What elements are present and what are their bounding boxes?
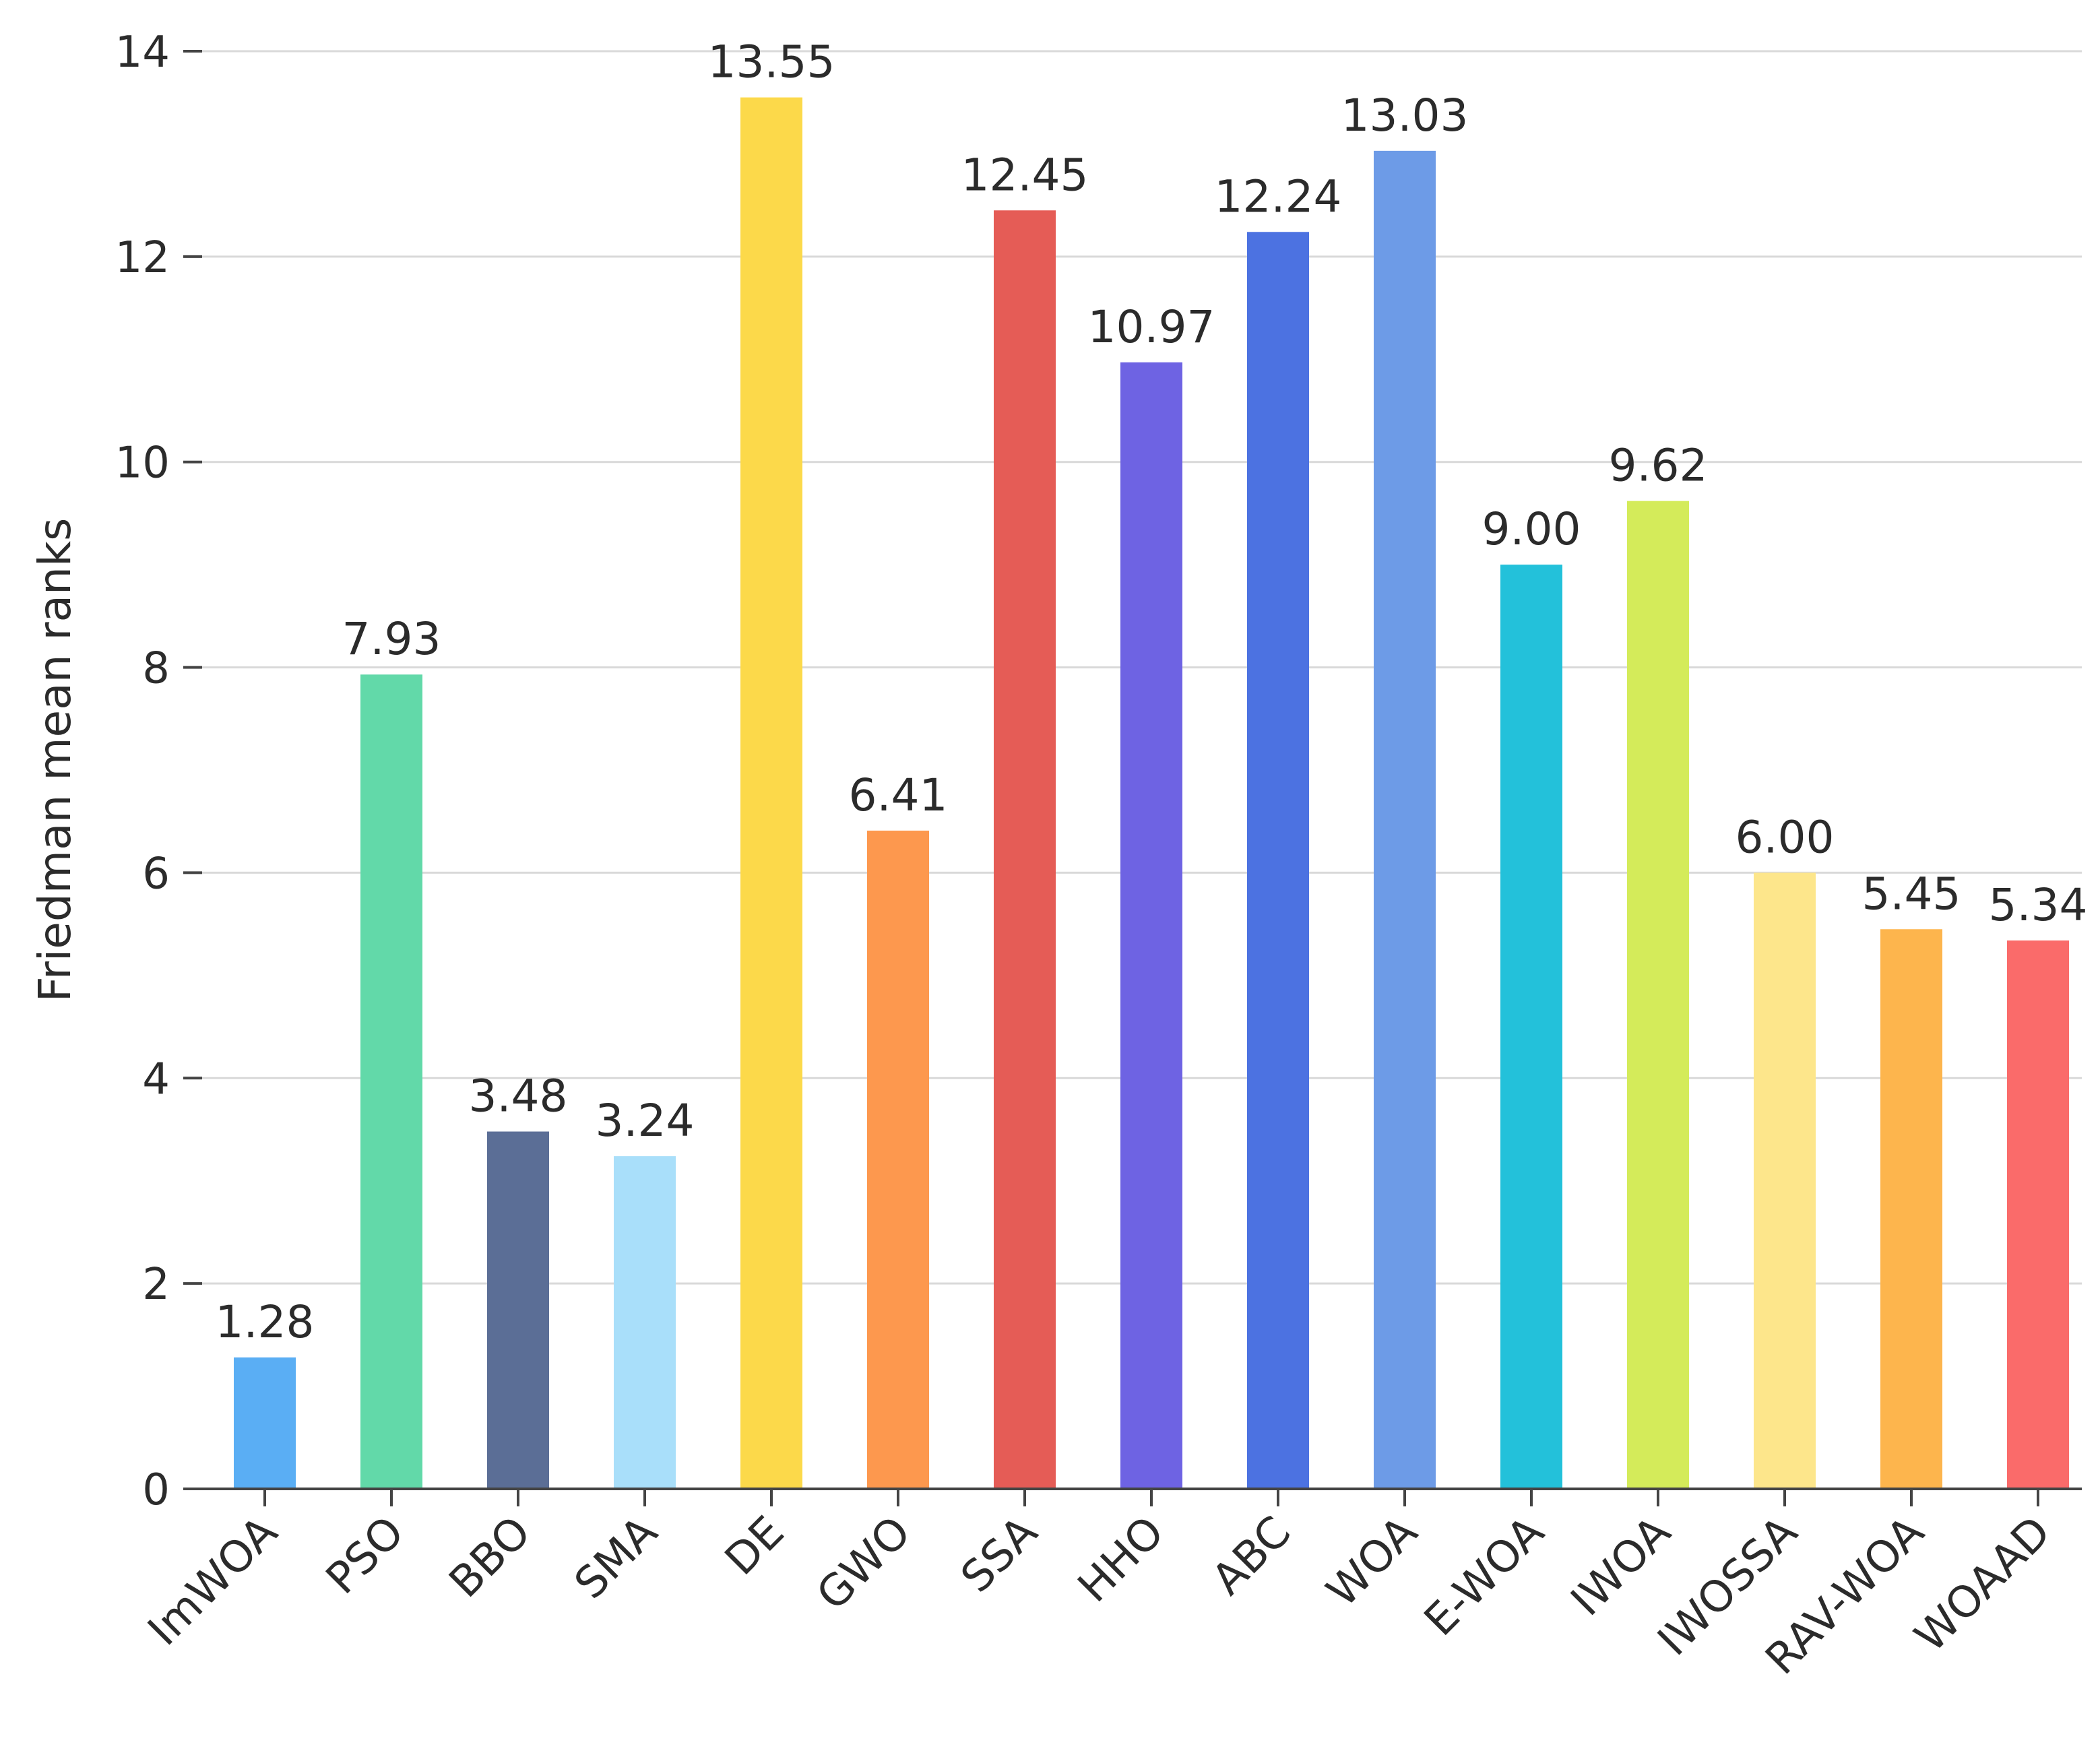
data-label-gwo: 6.41	[849, 769, 948, 821]
bar-iwoa	[1627, 501, 1689, 1489]
bar-ssa	[994, 210, 1056, 1489]
data-label-hho: 10.97	[1088, 301, 1215, 353]
x-tick-label-imwoa: ImWOA	[139, 1507, 287, 1655]
data-label-woa: 13.03	[1341, 90, 1469, 141]
x-tick-label-bbo: BBO	[440, 1507, 540, 1607]
bar-gwo	[867, 830, 929, 1489]
bar-de	[740, 97, 802, 1490]
y-tick-label: 14	[115, 28, 170, 77]
y-tick-label: 6	[142, 849, 170, 899]
y-tick-label: 10	[115, 439, 170, 488]
x-tick-label-hho: HHO	[1069, 1507, 1174, 1612]
bar-e-woa	[1500, 565, 1562, 1490]
data-label-iwoa: 9.62	[1609, 440, 1708, 492]
x-tick-label-woa: WOA	[1317, 1507, 1427, 1617]
y-tick-label: 8	[142, 644, 170, 694]
data-label-imwoa: 1.28	[216, 1296, 315, 1348]
bar-woa	[1374, 150, 1436, 1489]
data-labels: 1.28 7.93 3.48 3.24 13.55 6.41 12.45 10.97 12.24…	[216, 36, 2088, 1348]
data-label-sma: 3.24	[596, 1095, 695, 1147]
data-label-ssa: 12.45	[961, 149, 1089, 201]
y-tick-label: 4	[142, 1054, 170, 1104]
bar-bbo	[487, 1131, 549, 1489]
bar-rav-woa	[1880, 929, 1942, 1489]
x-tick-label-sma: SMA	[565, 1507, 667, 1609]
data-label-bbo: 3.48	[469, 1071, 568, 1122]
x-tick-label-ssa: SSA	[952, 1507, 1048, 1603]
x-tick-label-e-woa: E-WOA	[1415, 1507, 1554, 1646]
x-tick-label-woaad: WOAAD	[1905, 1507, 2060, 1662]
bar-pso	[360, 674, 422, 1489]
bar-hho	[1120, 362, 1182, 1489]
x-tick-label-de: DE	[716, 1507, 794, 1585]
y-tick-label: 12	[115, 233, 170, 283]
bar-sma	[614, 1156, 676, 1489]
y-tick-labels: 0 2 4 6 8 10 12 14	[115, 28, 202, 1515]
x-tick-label-abc: ABC	[1203, 1507, 1300, 1605]
y-tick-label: 0	[142, 1465, 170, 1515]
data-label-iwossa: 6.00	[1736, 811, 1835, 863]
x-tick-label-gwo: GWO	[808, 1507, 921, 1620]
data-label-woaad: 5.34	[1989, 879, 2088, 931]
x-tick-label-pso: PSO	[317, 1507, 414, 1604]
bar-woaad	[2007, 940, 2069, 1489]
bar-iwossa	[1754, 872, 1816, 1489]
data-label-de: 13.55	[708, 36, 835, 88]
data-label-e-woa: 9.00	[1482, 503, 1581, 555]
data-label-pso: 7.93	[342, 613, 441, 665]
y-axis-title: Friedman mean ranks	[29, 518, 81, 1002]
x-tick-label-iwoa: IWOA	[1562, 1507, 1680, 1626]
bar-abc	[1247, 232, 1309, 1489]
bar-imwoa	[234, 1357, 296, 1489]
bars	[234, 97, 2069, 1490]
data-label-rav-woa: 5.45	[1862, 868, 1961, 920]
y-tick-label: 2	[142, 1260, 170, 1310]
data-label-abc: 12.24	[1215, 170, 1342, 222]
